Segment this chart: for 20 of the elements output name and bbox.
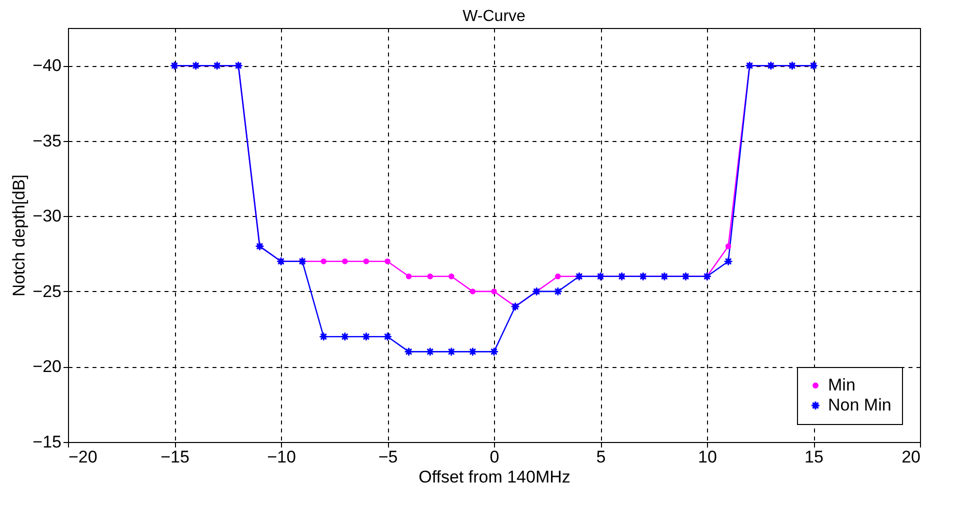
y-axis-title: Notch depth[dB] (10, 174, 29, 296)
x-tick-label: 15 (804, 448, 824, 466)
x-tick-label: −20 (68, 448, 98, 466)
y-tick-label: −40 (32, 56, 62, 76)
y-tick-label: −25 (32, 282, 62, 301)
x-tick-label: −5 (378, 448, 398, 466)
chart-title: W-Curve (462, 8, 526, 25)
x-tick-label: −10 (267, 448, 296, 466)
x-tick-label: 5 (596, 448, 606, 466)
y-tick-label: −20 (32, 357, 62, 376)
x-tick-label: 10 (698, 448, 717, 466)
x-tick-label: −15 (160, 448, 190, 466)
y-tick-label: −30 (32, 206, 62, 226)
x-tick-label: 0 (490, 448, 500, 466)
x-axis-title: Offset from 140MHz (418, 468, 570, 486)
legend-label: Min (828, 376, 856, 394)
x-tick-label: 20 (902, 448, 920, 466)
y-tick-label: −35 (32, 131, 62, 150)
y-tick-label: −15 (32, 432, 62, 452)
legend-label: Non Min (828, 396, 892, 414)
